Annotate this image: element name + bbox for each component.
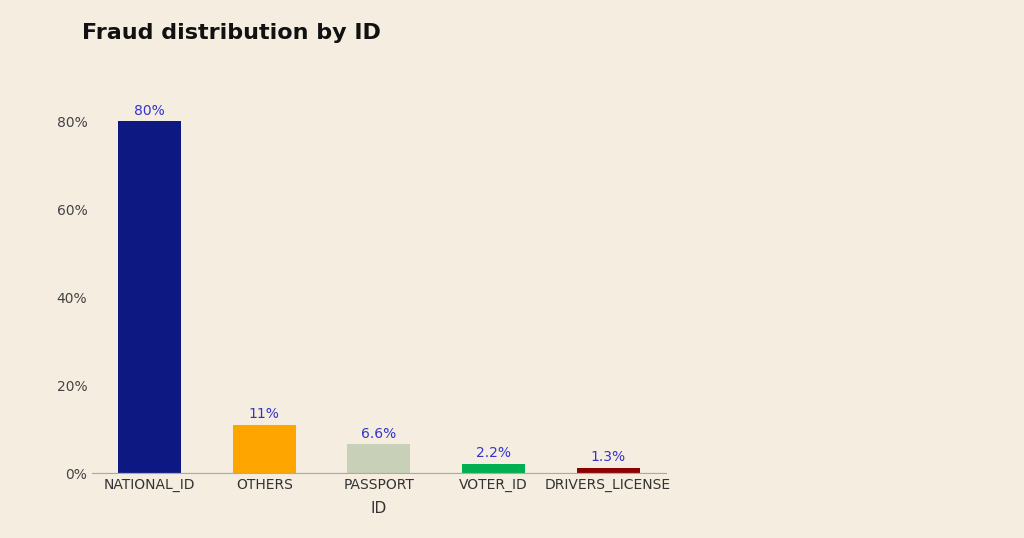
Text: 2.2%: 2.2% <box>476 446 511 460</box>
Bar <box>347 444 411 473</box>
X-axis label: ID: ID <box>371 501 387 515</box>
Text: 1.3%: 1.3% <box>591 450 626 464</box>
Bar <box>577 468 640 473</box>
Text: Fraud distribution by ID: Fraud distribution by ID <box>82 23 381 43</box>
Bar <box>232 425 296 473</box>
Text: 11%: 11% <box>249 407 280 421</box>
Text: 80%: 80% <box>134 104 165 118</box>
Text: 6.6%: 6.6% <box>361 427 396 441</box>
Bar <box>118 121 181 473</box>
Bar <box>462 464 525 473</box>
